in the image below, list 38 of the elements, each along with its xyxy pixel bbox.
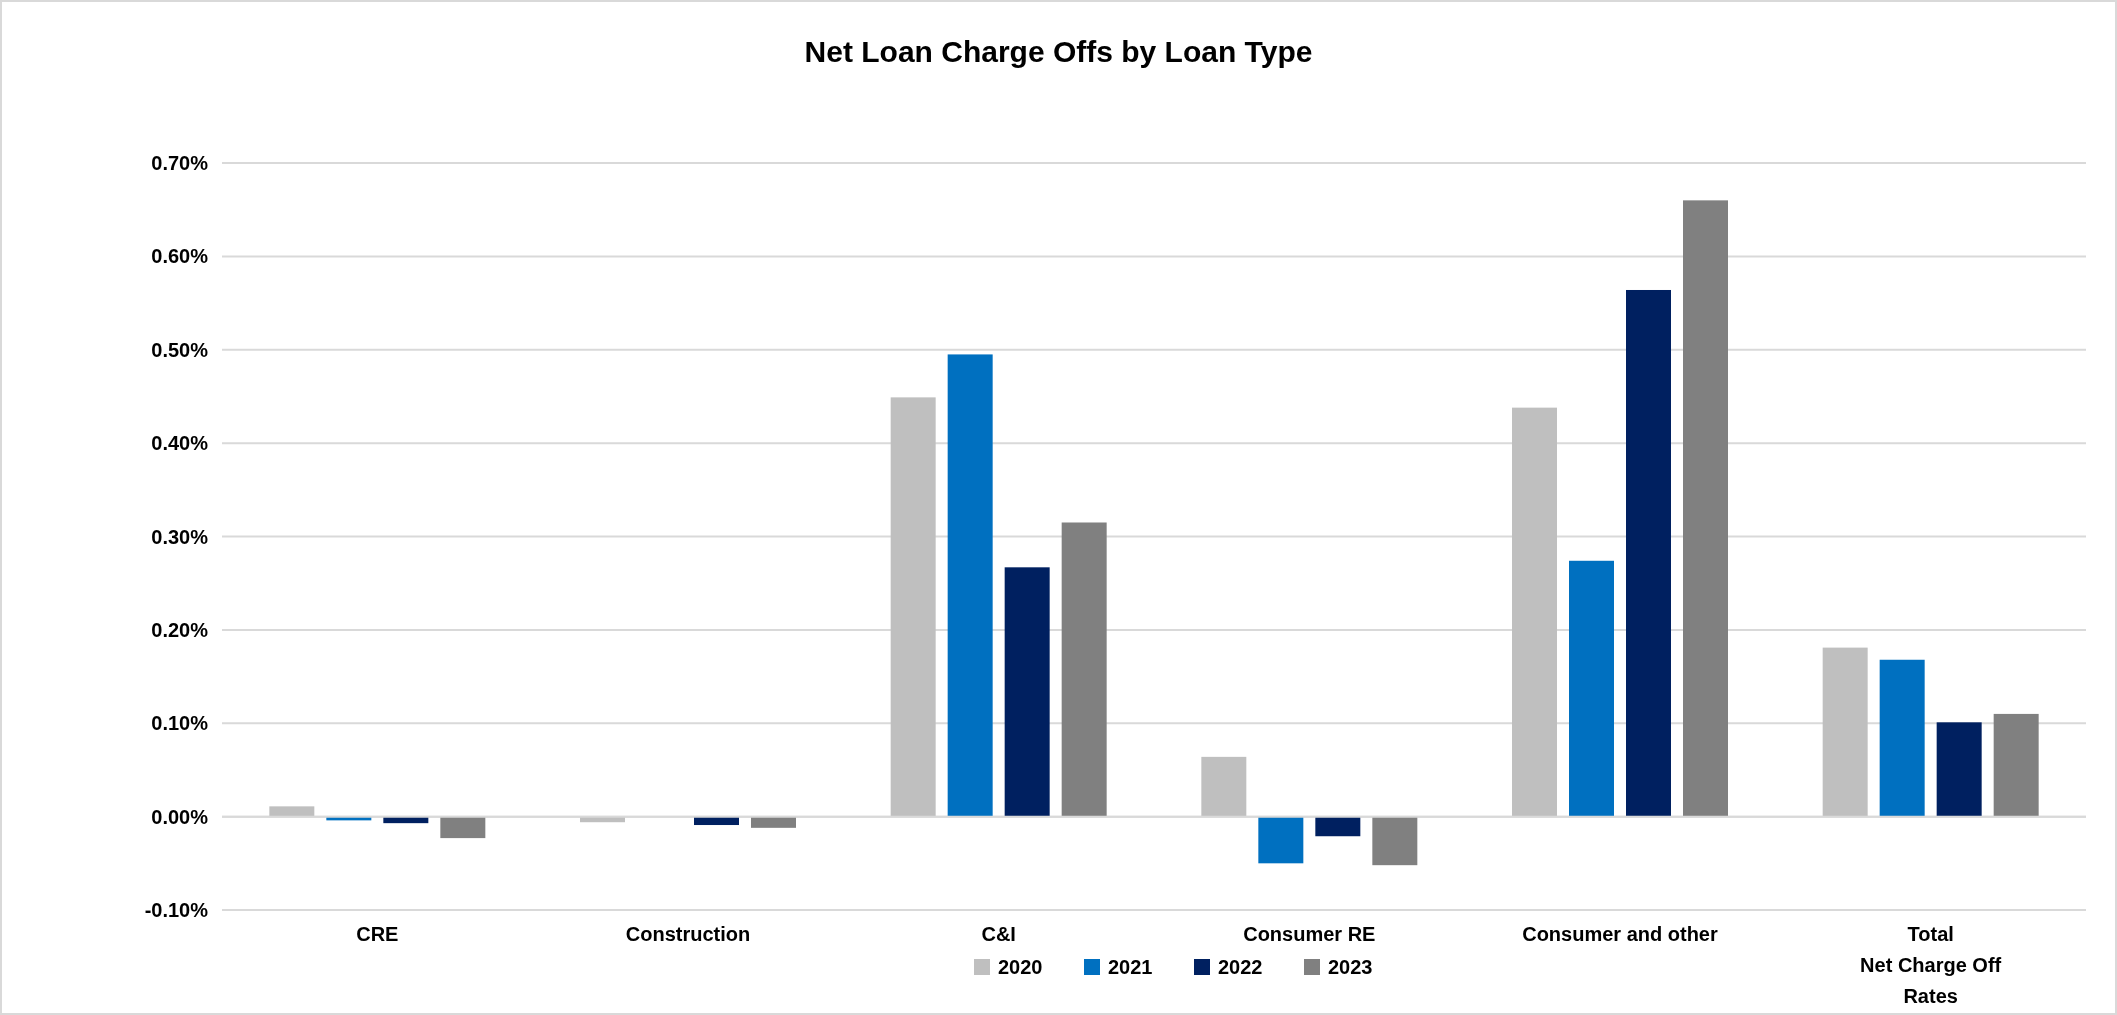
bar [1683, 200, 1728, 817]
y-tick-label: 0.20% [151, 618, 209, 641]
bar [890, 397, 936, 817]
bar [269, 806, 315, 817]
x-tick-label: Consumer RE [1243, 923, 1376, 945]
y-tick-label: 0.50% [151, 338, 209, 361]
legend-label: 2023 [1328, 956, 1373, 978]
bar [1201, 756, 1247, 817]
y-tick-label: 0.10% [151, 712, 209, 735]
bar [1004, 567, 1050, 817]
bar [1822, 647, 1868, 817]
bar [1626, 289, 1671, 817]
bar [1879, 659, 1925, 817]
chart-title: Net Loan Charge Offs by Loan Type [804, 35, 1313, 68]
y-tick-label: 0.00% [151, 805, 209, 828]
y-tick-label: 0.60% [151, 245, 209, 268]
x-tick-label: Consumer and other [1522, 923, 1718, 945]
legend-label: 2022 [1218, 956, 1263, 978]
legend-label: 2021 [1108, 956, 1153, 978]
y-tick-label: 0.70% [151, 152, 209, 174]
x-tick-label: Construction [625, 923, 751, 945]
bar [1569, 560, 1614, 817]
bar [440, 816, 486, 839]
bar [1258, 816, 1304, 864]
bar [1061, 522, 1107, 817]
bar [1993, 713, 2039, 817]
x-tick-label: C&I [981, 923, 1016, 945]
y-tick-label: -0.10% [144, 899, 209, 921]
bar [1315, 816, 1361, 837]
y-tick-label: 0.40% [151, 432, 209, 455]
y-tick-label: 0.30% [151, 525, 209, 548]
x-tick-label: Total Net Charge Off Rates [1860, 923, 2002, 1007]
bar [1936, 722, 1982, 817]
bar [1512, 407, 1557, 817]
x-tick-label: CRE [356, 923, 399, 945]
legend-label: 2020 [998, 956, 1043, 978]
bar [947, 354, 993, 817]
bar [1372, 816, 1418, 866]
